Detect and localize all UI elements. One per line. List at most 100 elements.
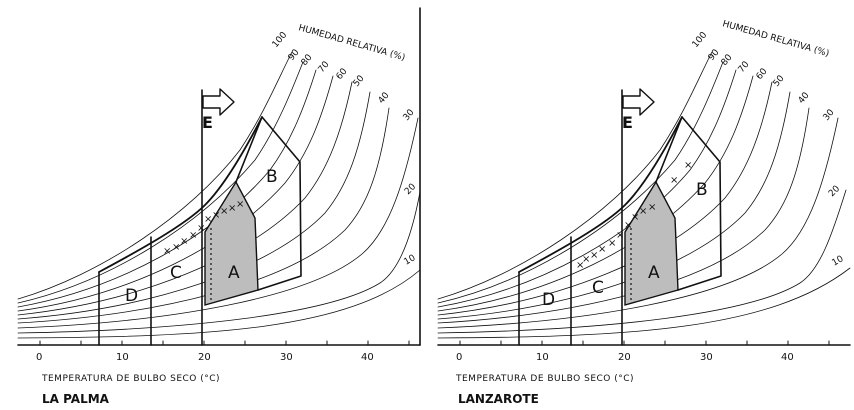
svg-text:30: 30 xyxy=(402,108,417,123)
svg-text:10: 10 xyxy=(403,253,418,268)
svg-text:×: × xyxy=(639,206,647,217)
zone-a-label: A xyxy=(228,263,240,283)
svg-text:0: 0 xyxy=(36,352,42,363)
svg-text:×: × xyxy=(684,160,692,171)
svg-text:×: × xyxy=(670,175,678,186)
zone-c-label: C xyxy=(170,263,182,283)
svg-text:50: 50 xyxy=(352,74,367,89)
rh-curve-30 xyxy=(17,117,419,329)
svg-text:40: 40 xyxy=(797,91,812,106)
panel-title: LANZAROTE xyxy=(458,392,539,406)
svg-text:×: × xyxy=(608,238,616,249)
rh-curve-30 xyxy=(437,117,839,329)
rh-curve-60 xyxy=(17,81,353,316)
saturation-boundary xyxy=(518,116,683,273)
rh-labels: 100 90 80 70 60 50 40 30 20 10 xyxy=(271,30,419,267)
svg-text:100: 100 xyxy=(271,30,290,50)
svg-text:40: 40 xyxy=(377,91,392,106)
svg-text:50: 50 xyxy=(772,74,787,89)
svg-text:×: × xyxy=(212,210,220,221)
zone-d-label: D xyxy=(125,286,138,306)
zone-b-label: B xyxy=(696,180,708,200)
x-axis-label: TEMPERATURA DE BULBO SECO (°C) xyxy=(455,374,634,384)
x-tick-labels: 0 10 20 30 40 xyxy=(36,352,374,363)
rh-curve-40 xyxy=(17,107,390,324)
rh-curve-90 xyxy=(437,61,724,304)
svg-text:60: 60 xyxy=(335,67,350,82)
svg-text:10: 10 xyxy=(116,352,129,363)
svg-text:×: × xyxy=(180,236,188,247)
svg-text:30: 30 xyxy=(280,352,293,363)
rh-curve-60 xyxy=(437,81,773,316)
svg-text:40: 40 xyxy=(781,352,794,363)
svg-text:70: 70 xyxy=(317,60,332,75)
zone-a-area xyxy=(204,180,259,306)
e-label: E xyxy=(202,113,213,132)
rh-curve-100 xyxy=(437,51,713,300)
svg-text:×: × xyxy=(631,212,639,223)
svg-text:×: × xyxy=(576,260,584,271)
x-tick-marks xyxy=(459,340,830,346)
zone-b-label: B xyxy=(266,167,278,187)
svg-text:×: × xyxy=(590,250,598,261)
svg-text:10: 10 xyxy=(831,254,846,269)
svg-text:70: 70 xyxy=(737,60,752,75)
zone-b-boundary xyxy=(655,116,722,291)
svg-text:×: × xyxy=(624,220,632,231)
rh-curve-80 xyxy=(437,69,737,308)
rh-title: HUMEDAD RELATIVA (%) xyxy=(721,19,830,59)
x-tick-marks xyxy=(39,340,410,346)
svg-text:10: 10 xyxy=(536,352,549,363)
svg-text:×: × xyxy=(582,254,590,265)
panel-lanzarote: E A B C D ×× × ××× ××× ××× HUMEDAD RELATI… xyxy=(437,19,851,406)
svg-text:40: 40 xyxy=(361,352,374,363)
climate-data-marks: × ×× ××× × × × × xyxy=(163,199,244,257)
svg-text:20: 20 xyxy=(618,352,631,363)
zone-a-label: A xyxy=(648,263,660,283)
svg-text:30: 30 xyxy=(700,352,713,363)
svg-text:20: 20 xyxy=(198,352,211,363)
x-axis-label: TEMPERATURA DE BULBO SECO (°C) xyxy=(41,374,220,384)
svg-text:30: 30 xyxy=(822,108,837,123)
svg-text:×: × xyxy=(616,230,624,241)
e-arrow-icon xyxy=(622,88,655,116)
svg-text:100: 100 xyxy=(691,30,710,50)
svg-text:×: × xyxy=(189,230,197,241)
svg-text:×: × xyxy=(163,246,171,257)
saturation-boundary xyxy=(98,116,263,273)
svg-text:×: × xyxy=(220,206,228,217)
e-label: E xyxy=(622,113,633,132)
rh-curve-100 xyxy=(17,51,293,300)
panel-la-palma: E A B C D × ×× ××× × × × × HUMEDAD RELATIVA… xyxy=(17,7,421,406)
rh-curve-10 xyxy=(17,269,421,339)
rh-curve-90 xyxy=(17,61,304,304)
svg-text:×: × xyxy=(204,214,212,225)
rh-curve-20 xyxy=(17,191,421,334)
rh-curve-20 xyxy=(437,189,847,334)
rh-title: HUMEDAD RELATIVA (%) xyxy=(297,23,406,63)
zone-c-label: C xyxy=(592,278,604,298)
svg-text:60: 60 xyxy=(755,67,770,82)
svg-text:×: × xyxy=(172,242,180,253)
rh-curve-80 xyxy=(17,69,317,308)
rh-labels: 100 90 80 70 60 50 40 30 20 10 xyxy=(691,30,846,268)
x-tick-labels: 0 10 20 30 40 xyxy=(456,352,794,363)
zone-b-boundary xyxy=(235,116,302,291)
svg-text:×: × xyxy=(197,223,205,234)
svg-text:×: × xyxy=(598,244,606,255)
svg-text:×: × xyxy=(648,202,656,213)
svg-text:×: × xyxy=(236,199,244,210)
svg-text:×: × xyxy=(228,203,236,214)
panel-title: LA PALMA xyxy=(42,392,110,406)
rh-curve-40 xyxy=(437,107,810,324)
zone-a-area xyxy=(624,180,679,306)
rh-curve-10 xyxy=(437,267,851,339)
svg-text:0: 0 xyxy=(456,352,462,363)
svg-text:20: 20 xyxy=(827,184,842,199)
zone-d-label: D xyxy=(542,290,555,310)
climate-data-marks: ×× × ××× ××× ××× xyxy=(576,160,692,271)
e-arrow-icon xyxy=(202,88,235,116)
svg-text:20: 20 xyxy=(403,182,418,197)
rh-curves xyxy=(437,51,851,339)
